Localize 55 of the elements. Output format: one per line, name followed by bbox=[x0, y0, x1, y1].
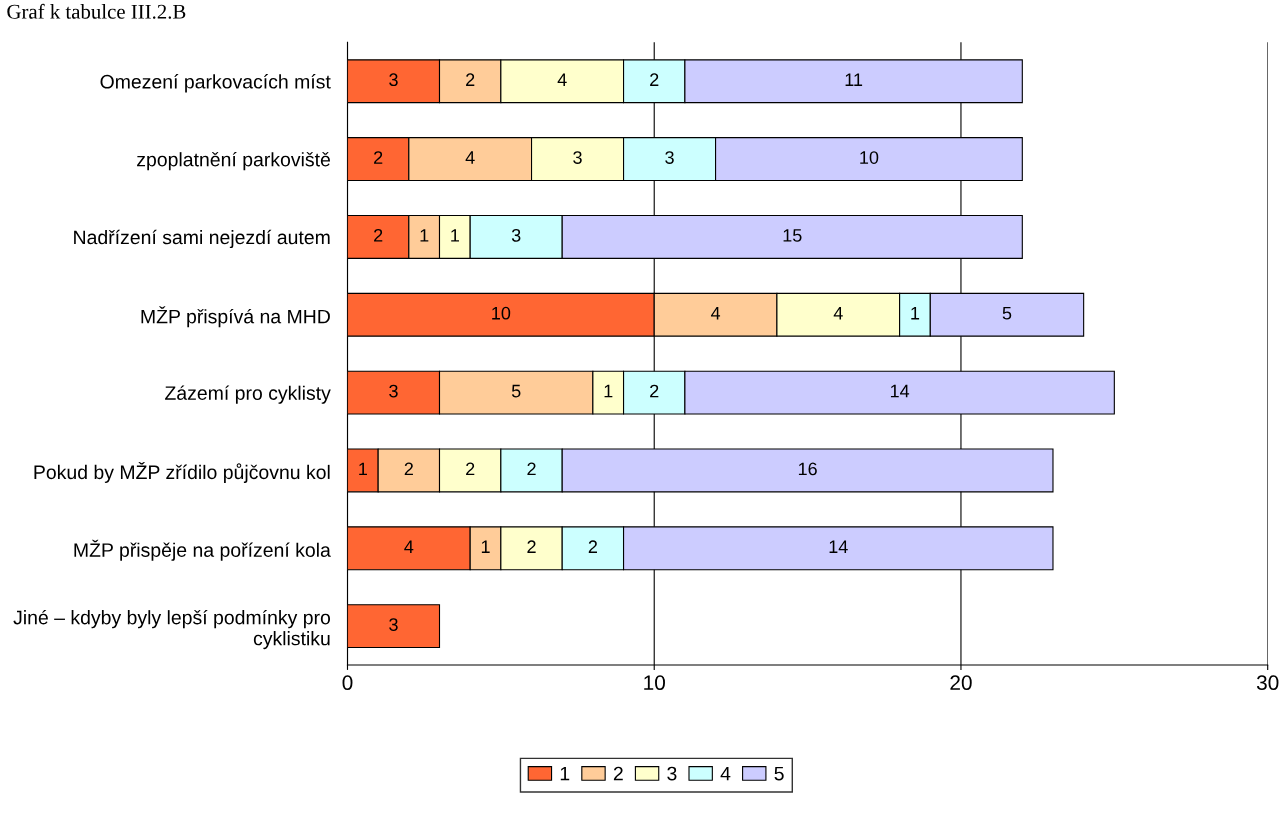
data-label: 1 bbox=[359, 462, 367, 476]
data-label: 15 bbox=[783, 229, 802, 242]
data-label: 1 bbox=[451, 229, 459, 242]
data-label: 3 bbox=[389, 384, 398, 398]
legend-label: 4 bbox=[720, 766, 731, 781]
y-tick-label: Nadřízení sami nejezdí autem bbox=[74, 229, 330, 249]
data-label: 5 bbox=[511, 384, 521, 398]
data-label: 2 bbox=[650, 73, 659, 86]
data-label: 4 bbox=[465, 151, 475, 164]
data-label: 2 bbox=[588, 540, 597, 553]
legend-label: 1 bbox=[560, 766, 570, 781]
y-tick-label: Zázemí pro cyklisty bbox=[165, 385, 331, 404]
data-label: 14 bbox=[890, 384, 910, 398]
data-label: 3 bbox=[665, 151, 674, 164]
data-label: 2 bbox=[374, 228, 383, 242]
data-label: 4 bbox=[833, 307, 843, 320]
y-tick-label: Omezení parkovacích míst bbox=[100, 74, 331, 93]
data-label: 2 bbox=[527, 540, 536, 553]
data-label: 2 bbox=[527, 462, 536, 476]
data-label: 2 bbox=[466, 73, 475, 86]
data-label: 2 bbox=[650, 384, 659, 398]
y-tick-label: Pokud by MŽP zřídilo půjčovnu kol bbox=[34, 461, 330, 483]
y-tick-label: MŽP přispívá na MHD bbox=[141, 306, 330, 328]
data-label: 3 bbox=[389, 73, 398, 87]
data-label: 4 bbox=[710, 307, 721, 320]
data-label: 5 bbox=[1002, 307, 1012, 320]
data-label: 10 bbox=[860, 151, 879, 164]
data-label: 3 bbox=[389, 618, 398, 631]
x-tick-label: 30 bbox=[1256, 675, 1279, 691]
data-label: 10 bbox=[492, 306, 511, 320]
bar bbox=[347, 604, 441, 649]
x-tick-label: 10 bbox=[644, 675, 665, 691]
data-label: 3 bbox=[573, 151, 582, 164]
data-label: 1 bbox=[911, 307, 920, 320]
legend-label: 5 bbox=[774, 766, 784, 781]
data-label: 2 bbox=[466, 462, 475, 476]
data-label: 1 bbox=[481, 540, 490, 553]
y-tick-label: Jiné – kdyby byly lepší podmínky pro cyklistiku bbox=[13, 609, 331, 650]
data-label: 11 bbox=[845, 73, 863, 86]
data-label: 1 bbox=[604, 384, 613, 398]
legend-label: 3 bbox=[667, 766, 677, 781]
data-label: 16 bbox=[798, 462, 817, 476]
data-label: 4 bbox=[557, 73, 567, 86]
legend-label: 2 bbox=[613, 766, 623, 781]
text: Graf k tabulce III.2.B bbox=[7, 3, 186, 19]
data-label: 4 bbox=[404, 540, 414, 553]
data-label: 14 bbox=[829, 540, 848, 553]
y-tick-label: MŽP přispěje na pořízení kola bbox=[74, 539, 331, 561]
x-tick-label: 0 bbox=[342, 675, 353, 691]
data-label: 3 bbox=[511, 228, 521, 242]
x-tick-label: 20 bbox=[950, 675, 972, 691]
data-label: 2 bbox=[404, 462, 413, 476]
data-label: 2 bbox=[374, 151, 383, 164]
y-tick-label: zpoplatnění parkoviště bbox=[137, 151, 330, 171]
data-label: 1 bbox=[420, 229, 429, 242]
